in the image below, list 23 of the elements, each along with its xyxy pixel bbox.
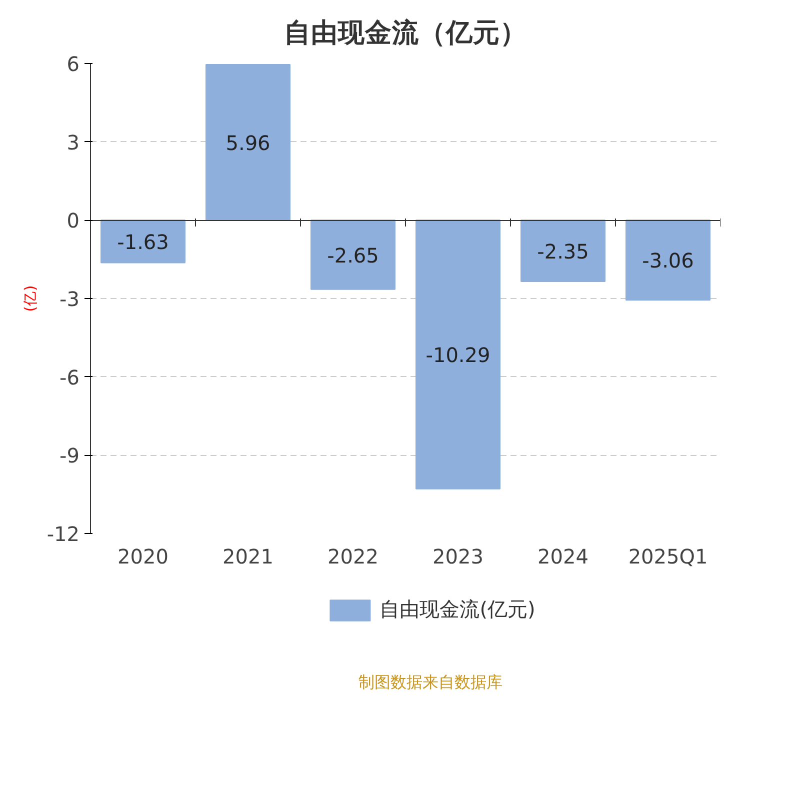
- data-label: -1.63: [117, 230, 169, 254]
- chart-title: 自由现金流（亿元）: [284, 18, 527, 48]
- x-tick-label: 2024: [538, 544, 588, 568]
- y-tick-label: -12: [46, 522, 80, 546]
- y-axis-title: (亿): [22, 285, 39, 312]
- y-tick-label: -6: [60, 365, 80, 390]
- x-tick-label: 2020: [118, 544, 168, 568]
- y-tick-label: 3: [66, 130, 80, 154]
- y-tick-label: 6: [66, 52, 80, 76]
- x-tick-label: 2022: [328, 544, 378, 568]
- x-tick-label: 2025Q1: [628, 544, 708, 568]
- y-tick-label: 0: [66, 208, 80, 233]
- x-tick-label: 2021: [222, 544, 274, 568]
- text: 制图数据来自数据库: [358, 672, 502, 692]
- data-label: -2.35: [537, 239, 589, 264]
- data-label: -10.29: [426, 343, 490, 368]
- data-label: -2.65: [327, 243, 379, 268]
- y-tick-label: -9: [60, 444, 80, 468]
- data-label: 5.96: [226, 130, 270, 155]
- legend-label: 自由现金流(亿元): [380, 596, 536, 623]
- data-label: -3.06: [642, 248, 694, 273]
- y-tick-label: -3: [60, 287, 80, 311]
- x-tick-label: 2023: [432, 544, 484, 568]
